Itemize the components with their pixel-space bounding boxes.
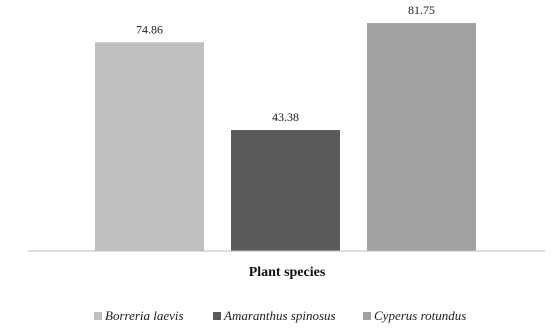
data-label-3: 81.75: [408, 3, 435, 17]
x-axis-title: Plant species: [249, 265, 326, 280]
legend-label-3: Cyperus rotundus: [374, 308, 466, 323]
data-label-2: 43.38: [272, 110, 299, 124]
legend-swatch-2: [213, 312, 221, 320]
data-label-1: 74.86: [136, 22, 163, 36]
data-labels-group: 74.86 43.38 81.75: [136, 3, 435, 124]
bars-group: [95, 23, 476, 251]
bar-1: [95, 42, 204, 251]
legend-label-1: Borreria laevis: [105, 308, 184, 323]
bar-3: [367, 23, 476, 251]
legend-label-2: Amaranthus spinosus: [223, 308, 336, 323]
legend-swatch-1: [94, 312, 102, 320]
legend-swatch-3: [363, 312, 371, 320]
legend: Borreria laevis Amaranthus spinosus Cyperu…: [94, 308, 466, 323]
bar-2: [231, 130, 340, 251]
